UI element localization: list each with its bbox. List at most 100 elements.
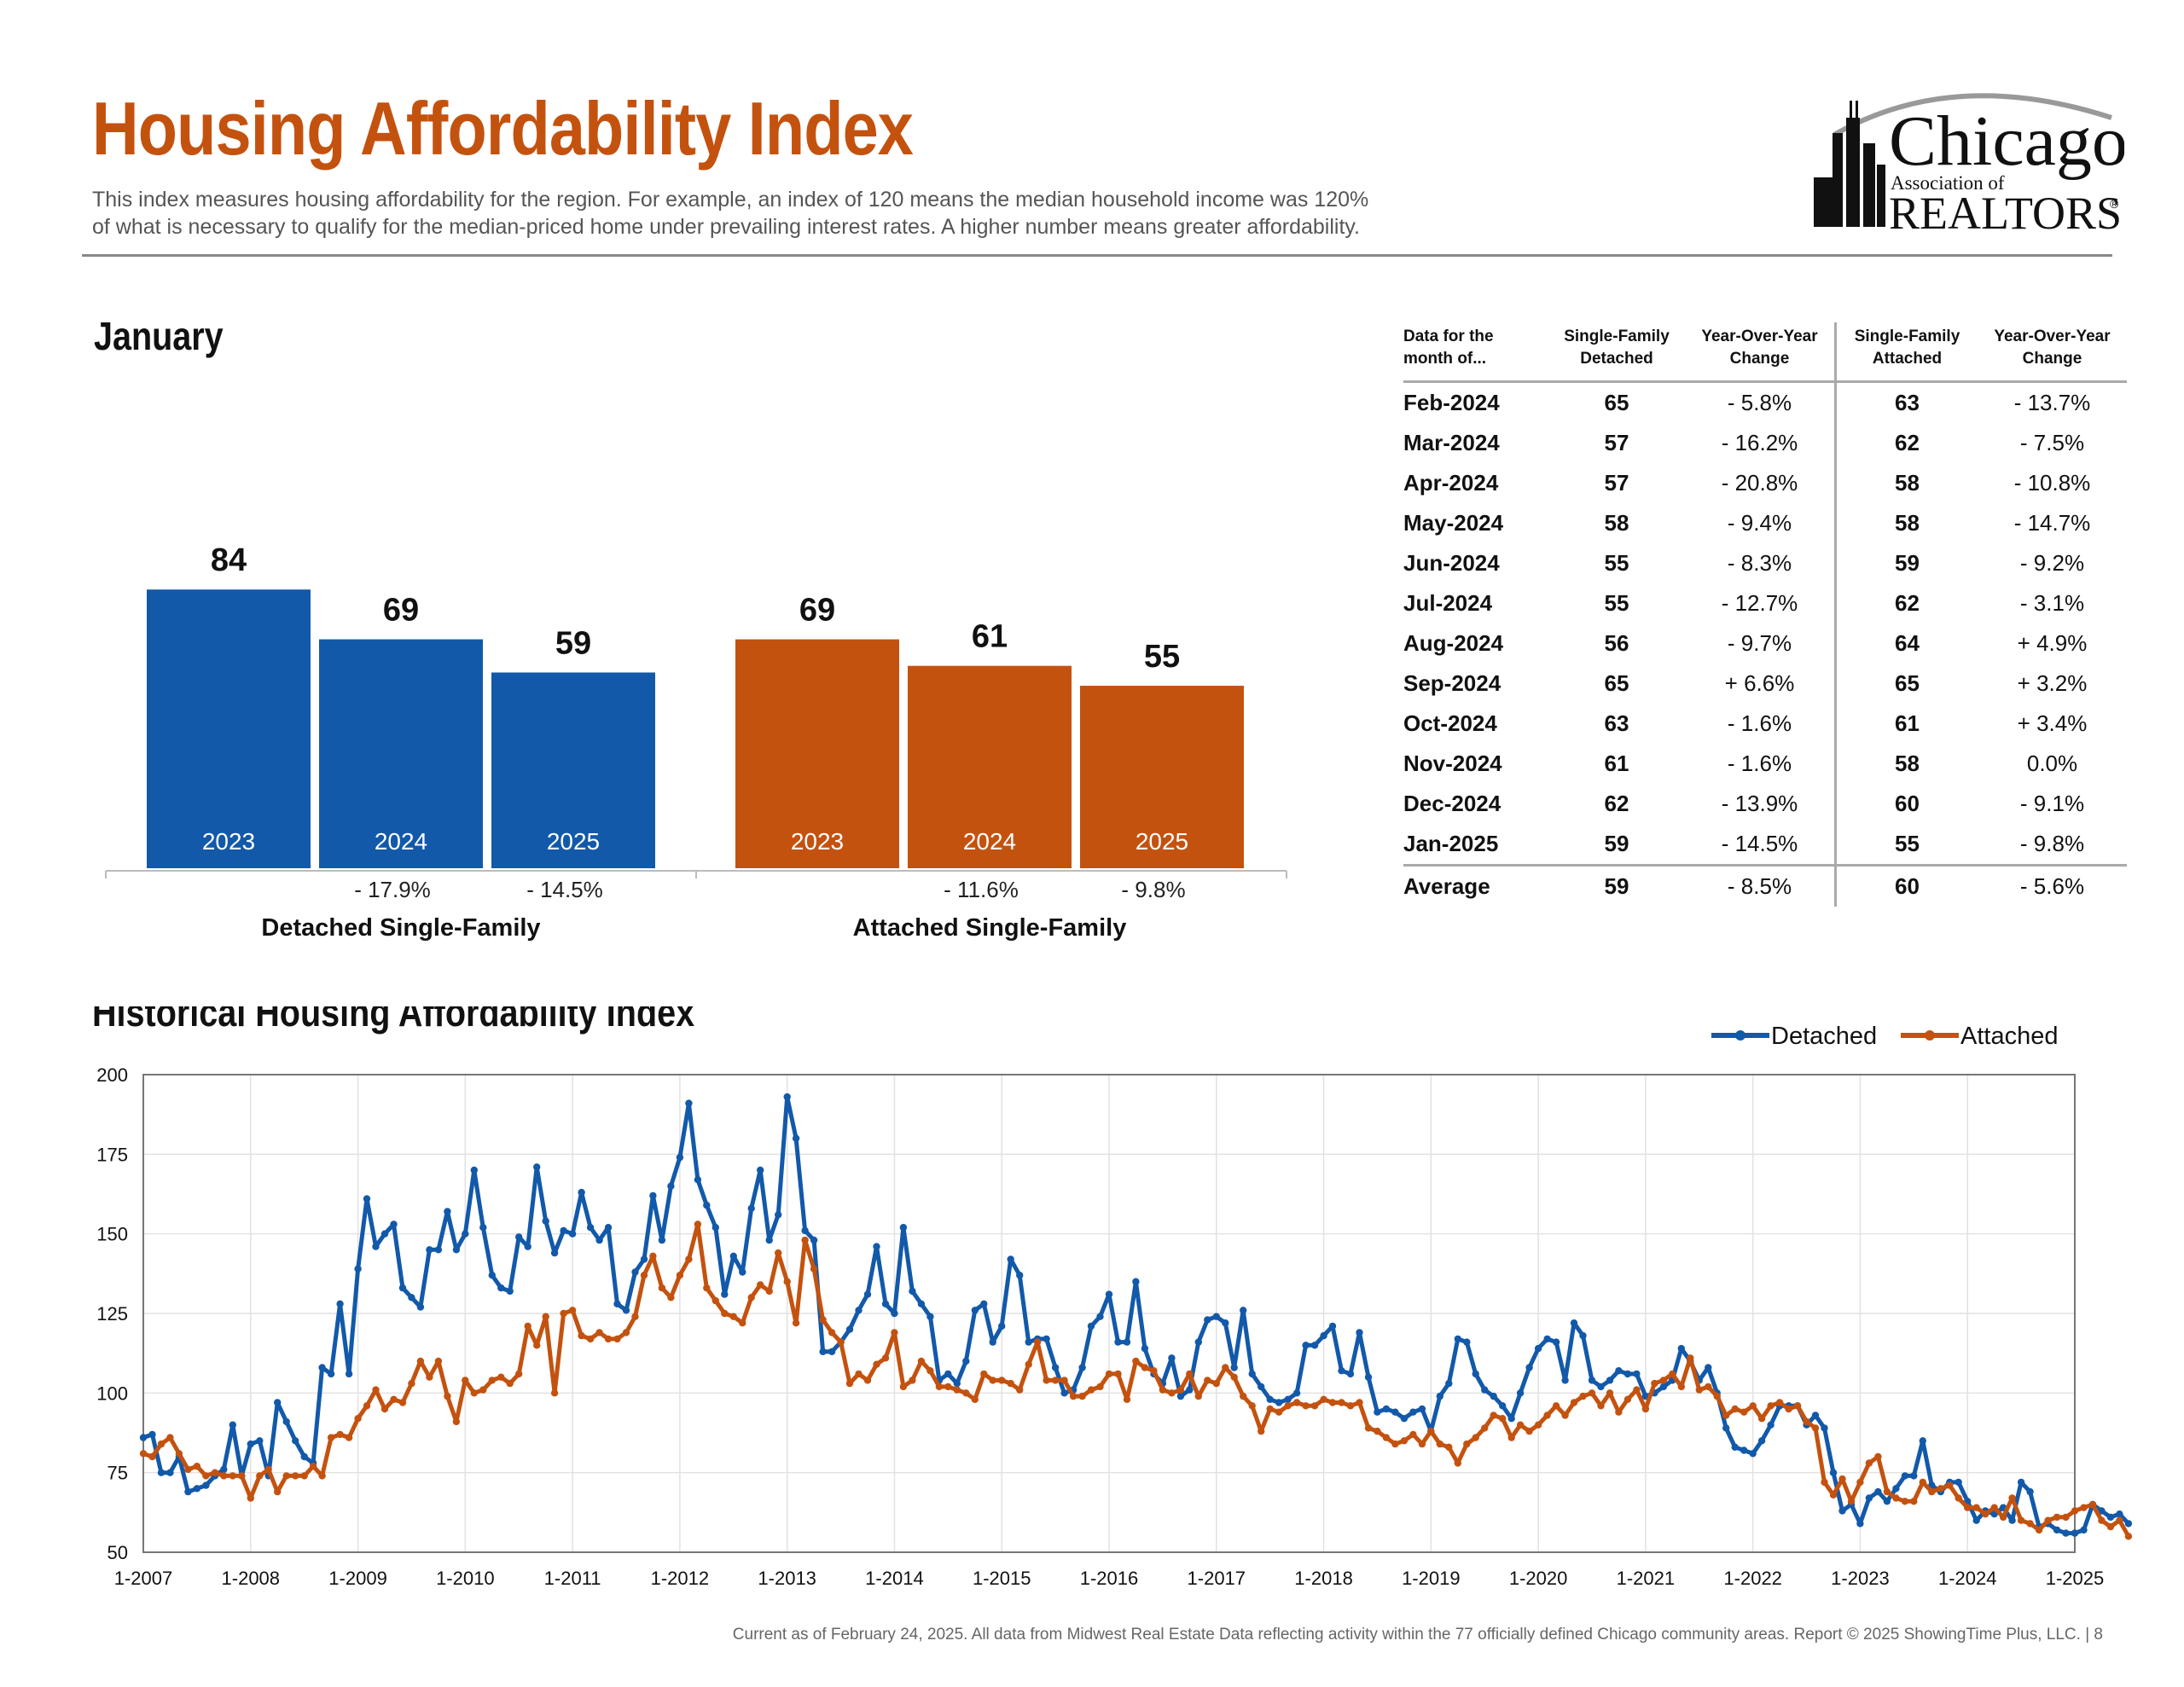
series-point-detached [479, 1224, 487, 1232]
series-point-detached [729, 1252, 737, 1260]
x-tick-label: 1-2021 [1617, 1568, 1676, 1589]
series-point-attached [515, 1370, 523, 1378]
series-line-attached [142, 1222, 2131, 1538]
table-cell-detached: 56 [1604, 630, 1629, 656]
table-header-detached: Single-Family Detached [1564, 328, 1670, 368]
table-cell-detached-yoy: - 12.7% [1721, 590, 1798, 616]
series-point-attached [274, 1487, 282, 1496]
series-point-detached [1302, 1342, 1310, 1349]
series-point-detached [327, 1370, 335, 1378]
series-point-attached [989, 1377, 996, 1384]
table-row: Apr-2024 57 - 20.8% 58 - 10.8% [1403, 463, 2127, 503]
series-point-attached [2116, 1516, 2123, 1524]
x-tick-label: 1-2024 [1938, 1568, 1997, 1589]
table-cell-attached: 65 [1834, 664, 1978, 704]
table-cell-attached: 62 [1834, 423, 1978, 463]
series-point-attached [881, 1354, 890, 1362]
series-point-detached [336, 1300, 344, 1307]
series-point-attached [1400, 1437, 1409, 1445]
table-cell-month: Feb-2024 [1403, 390, 1500, 415]
series-point-detached [1141, 1344, 1149, 1353]
series-point-detached [1275, 1399, 1283, 1406]
series-point-attached [631, 1313, 639, 1320]
series-point-attached [336, 1430, 344, 1439]
series-point-attached [1641, 1405, 1650, 1413]
x-tick-label: 1-2008 [222, 1568, 281, 1589]
series-point-detached [1123, 1338, 1131, 1346]
series-point-detached [1374, 1408, 1381, 1416]
series-point-detached [372, 1243, 380, 1250]
x-tick-label: 1-2022 [1723, 1568, 1782, 1589]
series-point-detached [1821, 1424, 1828, 1432]
bar-change-label: - 11.6% [944, 877, 1019, 902]
page-title: Housing Affordability Index [92, 86, 914, 171]
series-point-attached [1114, 1370, 1122, 1378]
series-point-detached [1194, 1338, 1203, 1346]
series-point-attached [1507, 1434, 1515, 1441]
series-point-attached [1623, 1395, 1632, 1403]
table-cell-detached: 59 [1604, 873, 1629, 899]
series-point-attached [2088, 1500, 2097, 1509]
series-point-attached [1382, 1434, 1391, 1441]
x-tick-label: 1-2013 [758, 1568, 816, 1589]
series-point-attached [1821, 1478, 1828, 1487]
series-point-detached [1391, 1408, 1399, 1416]
january-bar-chart: January 84 2023 69 2024 - 17.9% 59 2025 - 14.5%… [94, 315, 1287, 942]
series-point-detached [1892, 1485, 1900, 1493]
table-cell-attached-yoy: 0.0% [2026, 751, 2078, 776]
series-point-attached [1615, 1408, 1623, 1416]
table-cell-attached: 60 [1834, 784, 1978, 824]
series-point-attached [622, 1329, 630, 1336]
series-point-attached [238, 1472, 246, 1480]
series-point-detached [1310, 1342, 1319, 1349]
series-point-detached [944, 1370, 952, 1378]
x-tick-label: 1-2009 [328, 1568, 387, 1589]
series-point-detached [1874, 1487, 1882, 1496]
series-point-detached [1570, 1319, 1578, 1327]
x-tick-label: 1-2017 [1188, 1568, 1246, 1589]
series-point-attached [193, 1463, 201, 1470]
series-point-attached [578, 1331, 585, 1340]
series-point-attached [1633, 1386, 1641, 1394]
history-chart-heading: Historical Housing Affordability Index [92, 1006, 694, 1035]
series-point-attached [1946, 1481, 1954, 1489]
series-point-attached [1534, 1421, 1542, 1429]
series-point-attached [354, 1415, 362, 1423]
table-cell-detached: 58 [1604, 510, 1629, 536]
table-cell-month: Apr-2024 [1403, 470, 1499, 496]
series-point-attached [891, 1329, 898, 1336]
series-point-attached [452, 1417, 461, 1426]
series-point-attached [1445, 1443, 1453, 1451]
series-point-detached [971, 1307, 979, 1314]
series-point-detached [595, 1236, 603, 1244]
series-point-detached [694, 1176, 702, 1184]
table-cell-month: Dec-2024 [1403, 791, 1502, 816]
series-point-detached [1463, 1338, 1471, 1346]
series-point-attached [712, 1296, 719, 1305]
table-cell-month: Mar-2024 [1403, 430, 1500, 455]
table-cell-month: Jul-2024 [1403, 590, 1493, 616]
series-point-attached [157, 1440, 166, 1448]
series-point-attached [1865, 1459, 1873, 1467]
series-point-attached [873, 1360, 880, 1368]
series-point-attached [1713, 1392, 1721, 1400]
series-point-detached [1561, 1377, 1569, 1384]
series-point-attached [318, 1472, 326, 1480]
series-point-detached [855, 1307, 863, 1314]
x-tick-label: 1-2023 [1831, 1568, 1890, 1589]
series-point-attached [390, 1395, 398, 1403]
header-divider [82, 254, 2112, 257]
table-cell-attached-yoy: + 3.4% [2017, 710, 2088, 736]
series-point-attached [765, 1287, 773, 1296]
series-point-attached [1722, 1412, 1730, 1419]
series-point-detached [282, 1417, 290, 1426]
series-point-attached [1803, 1417, 1810, 1426]
series-point-detached [1623, 1370, 1632, 1378]
x-tick-label: 1-2011 [544, 1568, 601, 1589]
series-point-detached [274, 1399, 282, 1406]
series-point-attached [721, 1309, 729, 1318]
x-tick-label: 1-2019 [1402, 1568, 1461, 1589]
series-point-detached [2098, 1507, 2106, 1515]
table-cell-detached-yoy: + 6.6% [1724, 670, 1795, 696]
y-tick-label: 150 [96, 1224, 128, 1245]
